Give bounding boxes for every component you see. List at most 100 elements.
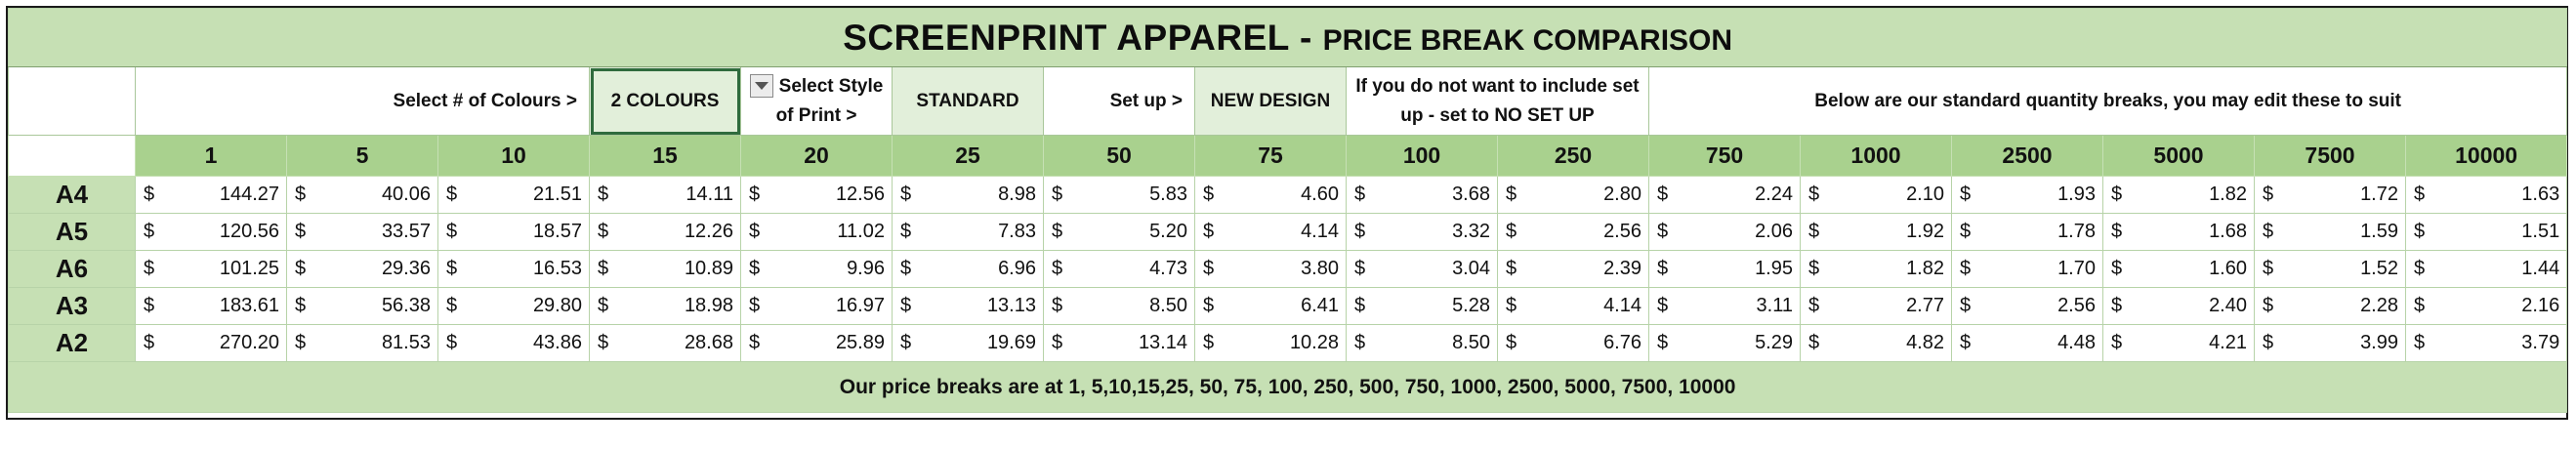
price-cell[interactable]: $2.39 bbox=[1497, 250, 1649, 288]
price-cell[interactable]: $8.50 bbox=[1346, 324, 1498, 362]
style-select[interactable]: STANDARD bbox=[892, 66, 1044, 136]
price-cell[interactable]: $2.56 bbox=[1951, 287, 2103, 325]
price-cell[interactable]: $3.32 bbox=[1346, 213, 1498, 251]
price-cell[interactable]: $1.52 bbox=[2254, 250, 2406, 288]
price-cell[interactable]: $5.29 bbox=[1648, 324, 1801, 362]
price-cell[interactable]: $4.14 bbox=[1194, 213, 1347, 251]
price-cell[interactable]: $1.51 bbox=[2404, 213, 2568, 251]
price-cell[interactable]: $1.44 bbox=[2404, 250, 2568, 288]
price-cell[interactable]: $2.24 bbox=[1648, 176, 1801, 214]
price-cell[interactable]: $1.92 bbox=[1800, 213, 1952, 251]
quantity-header-cell[interactable]: 75 bbox=[1194, 135, 1347, 177]
price-cell[interactable]: $29.36 bbox=[286, 250, 438, 288]
price-cell[interactable]: $1.68 bbox=[2102, 213, 2255, 251]
price-cell[interactable]: $81.53 bbox=[286, 324, 438, 362]
quantity-header-cell[interactable]: 7500 bbox=[2254, 135, 2406, 177]
price-cell[interactable]: $2.80 bbox=[1497, 176, 1649, 214]
price-cell[interactable]: $5.28 bbox=[1346, 287, 1498, 325]
price-cell[interactable]: $18.98 bbox=[589, 287, 741, 325]
price-cell[interactable]: $29.80 bbox=[437, 287, 590, 325]
price-cell[interactable]: $33.57 bbox=[286, 213, 438, 251]
price-cell[interactable]: $5.20 bbox=[1043, 213, 1195, 251]
price-cell[interactable]: $3.80 bbox=[1194, 250, 1347, 288]
dropdown-arrow-icon[interactable] bbox=[749, 74, 773, 99]
price-cell[interactable]: $2.40 bbox=[2102, 287, 2255, 325]
price-cell[interactable]: $4.14 bbox=[1497, 287, 1649, 325]
quantity-header-cell[interactable]: 10 bbox=[437, 135, 590, 177]
quantity-header-cell[interactable]: 20 bbox=[740, 135, 893, 177]
price-cell[interactable]: $1.78 bbox=[1951, 213, 2103, 251]
price-cell[interactable]: $25.89 bbox=[740, 324, 893, 362]
quantity-header-cell[interactable]: 10000 bbox=[2404, 135, 2568, 177]
quantity-header-cell[interactable]: 50 bbox=[1043, 135, 1195, 177]
price-cell[interactable]: $1.72 bbox=[2254, 176, 2406, 214]
price-cell[interactable]: $28.68 bbox=[589, 324, 741, 362]
price-cell[interactable]: $6.76 bbox=[1497, 324, 1649, 362]
price-cell[interactable]: $3.79 bbox=[2404, 324, 2568, 362]
price-cell[interactable]: $1.63 bbox=[2404, 176, 2568, 214]
price-cell[interactable]: $1.60 bbox=[2102, 250, 2255, 288]
price-cell[interactable]: $1.70 bbox=[1951, 250, 2103, 288]
price-cell[interactable]: $16.97 bbox=[740, 287, 893, 325]
price-cell[interactable]: $13.14 bbox=[1043, 324, 1195, 362]
price-cell[interactable]: $2.06 bbox=[1648, 213, 1801, 251]
price-cell[interactable]: $12.56 bbox=[740, 176, 893, 214]
price-cell[interactable]: $3.68 bbox=[1346, 176, 1498, 214]
price-cell[interactable]: $4.60 bbox=[1194, 176, 1347, 214]
quantity-header-cell[interactable]: 750 bbox=[1648, 135, 1801, 177]
quantity-header-cell[interactable]: 250 bbox=[1497, 135, 1649, 177]
price-cell[interactable]: $144.27 bbox=[135, 176, 287, 214]
price-cell[interactable]: $2.16 bbox=[2404, 287, 2568, 325]
price-cell[interactable]: $101.25 bbox=[135, 250, 287, 288]
price-cell[interactable]: $7.83 bbox=[892, 213, 1044, 251]
price-cell[interactable]: $1.82 bbox=[1800, 250, 1952, 288]
price-cell[interactable]: $1.59 bbox=[2254, 213, 2406, 251]
price-cell[interactable]: $4.82 bbox=[1800, 324, 1952, 362]
colours-select[interactable]: 2 COLOURS bbox=[589, 66, 741, 136]
price-cell[interactable]: $120.56 bbox=[135, 213, 287, 251]
price-cell[interactable]: $1.93 bbox=[1951, 176, 2103, 214]
price-cell[interactable]: $14.11 bbox=[589, 176, 741, 214]
price-cell[interactable]: $5.83 bbox=[1043, 176, 1195, 214]
price-cell[interactable]: $4.21 bbox=[2102, 324, 2255, 362]
price-cell[interactable]: $4.73 bbox=[1043, 250, 1195, 288]
setup-select[interactable]: NEW DESIGN bbox=[1194, 66, 1347, 136]
price-cell[interactable]: $13.13 bbox=[892, 287, 1044, 325]
price-cell[interactable]: $4.48 bbox=[1951, 324, 2103, 362]
quantity-header-cell[interactable]: 15 bbox=[589, 135, 741, 177]
price-cell[interactable]: $2.10 bbox=[1800, 176, 1952, 214]
price-cell[interactable]: $43.86 bbox=[437, 324, 590, 362]
price-cell[interactable]: $6.96 bbox=[892, 250, 1044, 288]
price-cell[interactable]: $56.38 bbox=[286, 287, 438, 325]
price-cell[interactable]: $3.11 bbox=[1648, 287, 1801, 325]
price-cell[interactable]: $11.02 bbox=[740, 213, 893, 251]
price-cell[interactable]: $10.89 bbox=[589, 250, 741, 288]
price-cell[interactable]: $12.26 bbox=[589, 213, 741, 251]
price-cell[interactable]: $21.51 bbox=[437, 176, 590, 214]
price-cell[interactable]: $9.96 bbox=[740, 250, 893, 288]
quantity-header-cell[interactable]: 5000 bbox=[2102, 135, 2255, 177]
quantity-header-cell[interactable]: 100 bbox=[1346, 135, 1498, 177]
price-cell[interactable]: $2.28 bbox=[2254, 287, 2406, 325]
price-cell[interactable]: $19.69 bbox=[892, 324, 1044, 362]
price-cell[interactable]: $3.99 bbox=[2254, 324, 2406, 362]
price-cell[interactable]: $8.50 bbox=[1043, 287, 1195, 325]
quantity-header-cell[interactable]: 25 bbox=[892, 135, 1044, 177]
price-cell[interactable]: $1.82 bbox=[2102, 176, 2255, 214]
price-cell[interactable]: $8.98 bbox=[892, 176, 1044, 214]
price-cell[interactable]: $40.06 bbox=[286, 176, 438, 214]
quantity-header-cell[interactable]: 2500 bbox=[1951, 135, 2103, 177]
price-cell[interactable]: $1.95 bbox=[1648, 250, 1801, 288]
price-cell[interactable]: $10.28 bbox=[1194, 324, 1347, 362]
price-cell[interactable]: $2.56 bbox=[1497, 213, 1649, 251]
price-cell[interactable]: $2.77 bbox=[1800, 287, 1952, 325]
price-cell[interactable]: $3.04 bbox=[1346, 250, 1498, 288]
price-cell[interactable]: $6.41 bbox=[1194, 287, 1347, 325]
price-cell[interactable]: $16.53 bbox=[437, 250, 590, 288]
price-cell[interactable]: $18.57 bbox=[437, 213, 590, 251]
quantity-header-cell[interactable]: 5 bbox=[286, 135, 438, 177]
quantity-header-cell[interactable]: 1000 bbox=[1800, 135, 1952, 177]
price-cell[interactable]: $183.61 bbox=[135, 287, 287, 325]
price-cell[interactable]: $270.20 bbox=[135, 324, 287, 362]
quantity-header-cell[interactable]: 1 bbox=[135, 135, 287, 177]
